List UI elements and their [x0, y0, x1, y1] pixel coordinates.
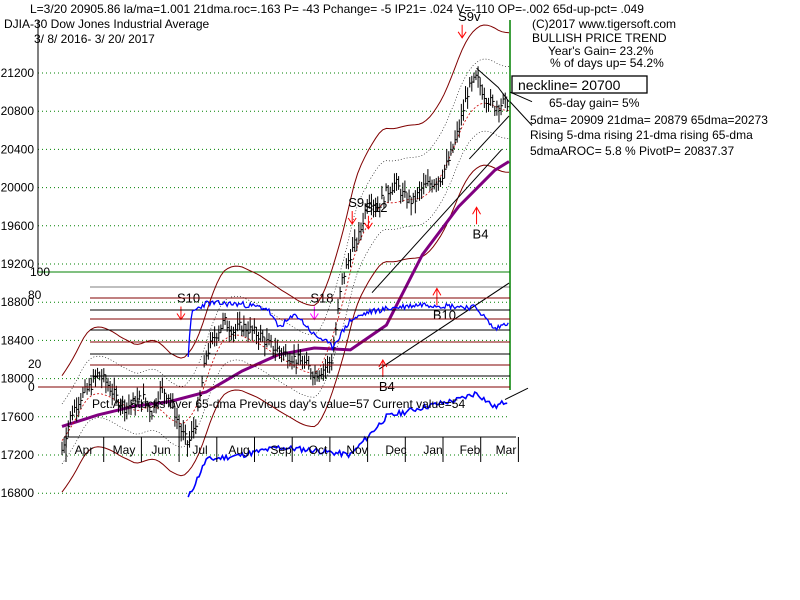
price-tick-label: 18400 — [1, 333, 35, 347]
price-tick-label: 100 — [30, 265, 50, 279]
signal-arrow-head — [472, 206, 481, 215]
price-tick-label: 21200 — [1, 66, 35, 80]
blue-indicator-line — [187, 390, 508, 498]
signal-arrow-head — [432, 287, 442, 296]
price-tick-label: 19600 — [1, 219, 35, 233]
breadth-panel: 80 20 0 — [28, 286, 510, 394]
breadth-tick-label: 20 — [28, 357, 42, 371]
breadth-tick-label: 80 — [28, 288, 42, 302]
neckline-label: neckline= 20700 — [518, 77, 621, 93]
month-label: Jan — [423, 443, 442, 457]
inner-upper-band — [61, 58, 510, 405]
month-label: Dec — [385, 443, 406, 457]
signal-s10: S10 — [176, 291, 200, 321]
month-label: Sep — [270, 443, 292, 457]
month-label: May — [113, 443, 136, 457]
price-tick-label: 20000 — [1, 181, 35, 195]
trendline — [371, 149, 503, 293]
signal-label: S9v — [458, 9, 481, 24]
price-tick-label: 19200 — [1, 257, 35, 271]
gain-65-day: 65-day gain= 5% — [549, 96, 640, 110]
month-label: Jun — [151, 443, 170, 457]
price-tick-label: 18800 — [1, 295, 35, 309]
price-tick-label: 16800 — [1, 486, 35, 500]
signal-label: S12 — [364, 200, 387, 215]
month-label: Nov — [346, 443, 367, 457]
neckline-pointer — [509, 101, 533, 126]
price-tick-label: 17600 — [1, 410, 35, 424]
price-tick-label: 18000 — [1, 372, 35, 386]
signal-s9: S9 — [347, 195, 364, 225]
upper-band — [61, 24, 510, 376]
price-tick-label: 20800 — [1, 104, 35, 118]
blue-line-trend-stub — [504, 387, 529, 401]
signal-label: B4 — [473, 226, 489, 241]
trendline — [378, 282, 510, 370]
lower-panel-caption: Pct.All Stocks over 65-dma Previous day'… — [92, 397, 465, 411]
month-axis: Apr May Jun Jul Aug Sep Oct Nov Dec Jan Feb Mar — [64, 436, 519, 462]
trendline — [468, 115, 510, 160]
price-tick-label: 17200 — [1, 448, 35, 462]
signal-arrow-head — [363, 222, 373, 230]
signal-s9v: S9v — [457, 9, 481, 39]
signal-b4: B4 — [472, 206, 489, 241]
month-label: Mar — [496, 443, 517, 457]
signal-arrow-head — [176, 313, 186, 321]
rising-dma-line: Rising 5-dma rising 21-dma rising 65-dma — [530, 128, 753, 142]
month-label: Oct — [309, 443, 328, 457]
lower-band — [61, 164, 510, 493]
signal-s18: S18 — [309, 291, 333, 321]
chart-title: DJIA-30 Dow Jones Industrial Average — [4, 17, 210, 31]
neckline-wedge — [476, 67, 510, 102]
aroc-pivot: 5dmaAROC= 5.8 % PivotP= 20837.37 — [530, 144, 734, 158]
month-label: Jul — [192, 443, 207, 457]
breadth-line — [187, 299, 509, 357]
neckline-box — [511, 75, 648, 94]
years-gain: Year's Gain= 23.2% — [548, 44, 654, 58]
date-range: 3/ 8/ 2016- 3/ 20/ 2017 — [34, 32, 155, 46]
month-label: Aug — [228, 443, 249, 457]
inner-lower-band — [61, 130, 510, 465]
signal-s12: S12 — [363, 200, 388, 230]
month-label: Apr — [75, 443, 94, 457]
price-tick-label: 20400 — [1, 142, 35, 156]
signal-arrow-head — [457, 31, 467, 39]
ma65-line — [61, 160, 510, 428]
neckline-pointer — [509, 91, 533, 103]
signal-arrow-head — [347, 217, 357, 225]
dma-values: 5dma= 20909 21dma= 20879 65dma=20273 — [530, 113, 768, 127]
trend-title: BULLISH PRICE TREND — [532, 31, 667, 45]
copyright: (C)2017 www.tigersoft.com — [532, 17, 676, 31]
signal-label: S9 — [348, 195, 364, 210]
pct-days-up: % of days up= 54.2% — [550, 56, 664, 70]
header-stats: L=3/20 20905.86 la/ma=1.001 21dma.roc=.1… — [30, 2, 644, 16]
month-label: Feb — [460, 443, 481, 457]
signal-arrow-head — [309, 313, 319, 321]
breadth-tick-label: 0 — [28, 380, 35, 394]
price-panel: 2120020800204002000019600192001880018400… — [1, 9, 533, 500]
